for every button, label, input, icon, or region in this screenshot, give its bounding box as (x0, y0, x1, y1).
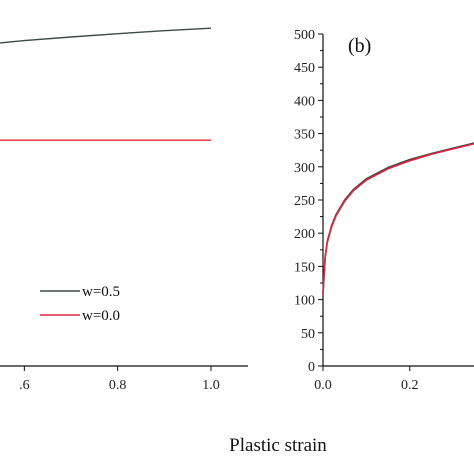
panel-a: .6 0.8 1.0 w=0.5 w=0.0 (0, 27, 248, 393)
panel-b-x-tick-label: 0.0 (314, 378, 332, 393)
panel-a-x-tick-label: 0.8 (109, 378, 127, 393)
panel-b-y-tick-label: 350 (294, 128, 315, 143)
panel-a-legend-label: w=0.0 (82, 308, 120, 324)
panel-b-label: (b) (348, 35, 371, 57)
panel-b-y-tick-label: 100 (294, 294, 315, 309)
panel-a-legend-label: w=0.5 (82, 284, 120, 300)
panel-b-series-line (322, 142, 474, 294)
panel-b-y-tick-label: 0 (308, 360, 315, 375)
panel-b-y-tick-label: 250 (294, 194, 315, 209)
panel-b-x-tick-label: 0.2 (401, 378, 419, 393)
panel-a-x-tick-label: .6 (19, 378, 30, 393)
panel-b-y-tick-label: 150 (294, 260, 315, 275)
panel-a-x-tick-label: 1.0 (202, 378, 220, 393)
panel-b-y-tick-label: 200 (294, 227, 315, 242)
panel-b-y-tick-label: 500 (294, 28, 315, 43)
shared-x-axis-label: Plastic strain (229, 435, 327, 456)
panel-b-y-tick-label: 450 (294, 61, 315, 76)
panel-a-series-line (0, 27, 212, 44)
panel-b-series-line (322, 142, 474, 295)
panel-b-y-tick-label: 50 (301, 327, 315, 342)
panel-b-y-tick-label: 400 (294, 94, 315, 109)
panel-b-y-tick-label: 300 (294, 161, 315, 176)
panel-b: 0501001502002503003504004505000.00.20.(b… (294, 28, 474, 393)
